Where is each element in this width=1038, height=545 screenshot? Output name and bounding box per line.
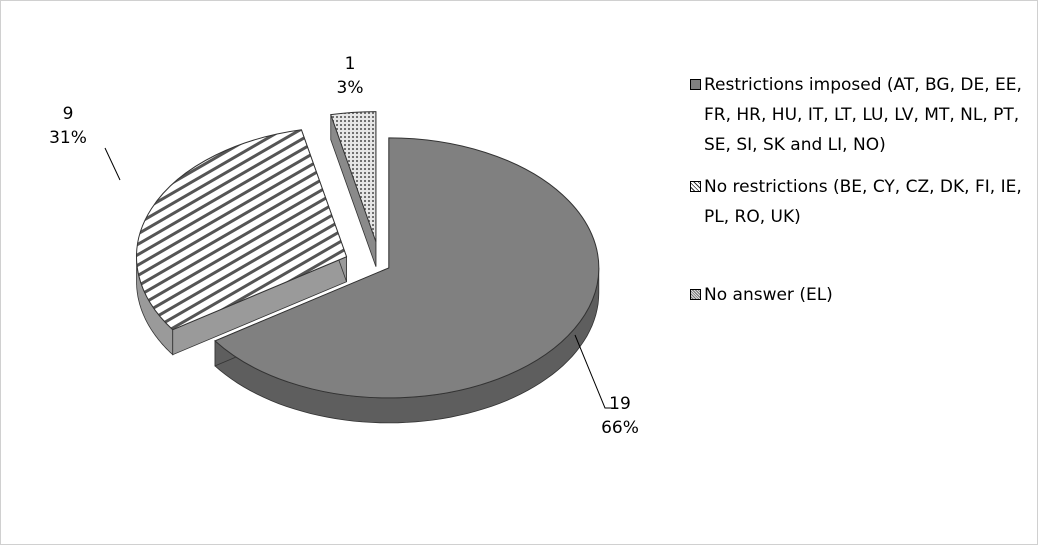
- data-label-count-no-restrictions: 9: [62, 104, 74, 124]
- legend-label-restrictions-imposed: Restrictions imposed (AT, BG, DE, EE, FR…: [704, 75, 1022, 155]
- slice-restrictions-imposed: [214, 137, 600, 399]
- pie-slices: [136, 111, 600, 424]
- data-label-percent-no-answer: 3%: [336, 78, 364, 98]
- data-label-count-restrictions-imposed: 19: [609, 394, 631, 414]
- data-label-no-restrictions: 9 31%: [38, 102, 98, 150]
- legend-label-no-restrictions: No restrictions (BE, CY, CZ, DK, FI, IE,…: [704, 177, 1022, 227]
- legend-swatch-restrictions-imposed: [690, 79, 701, 90]
- legend-item-no-restrictions: No restrictions (BE, CY, CZ, DK, FI, IE,…: [690, 172, 1030, 232]
- slice-no-answer: [330, 111, 377, 242]
- legend-item-restrictions-imposed: Restrictions imposed (AT, BG, DE, EE, FR…: [690, 70, 1030, 160]
- legend-swatch-no-answer: [690, 289, 701, 300]
- legend-item-no-answer: No answer (EL): [690, 280, 1030, 310]
- leader-restrictions-imposed: [574, 334, 618, 409]
- data-label-no-answer: 1 3%: [320, 52, 380, 100]
- data-label-count-no-answer: 1: [344, 54, 356, 74]
- leader-no-restrictions: [104, 147, 121, 181]
- legend-swatch-no-restrictions: [690, 181, 701, 192]
- legend: Restrictions imposed (AT, BG, DE, EE, FR…: [690, 70, 1030, 310]
- data-label-restrictions-imposed: 19 66%: [585, 392, 655, 440]
- data-label-percent-no-restrictions: 31%: [49, 128, 87, 148]
- legend-label-no-answer: No answer (EL): [704, 285, 833, 305]
- leader-lines: [104, 147, 618, 409]
- slice-no-restrictions: [136, 129, 348, 331]
- data-label-percent-restrictions-imposed: 66%: [601, 418, 639, 438]
